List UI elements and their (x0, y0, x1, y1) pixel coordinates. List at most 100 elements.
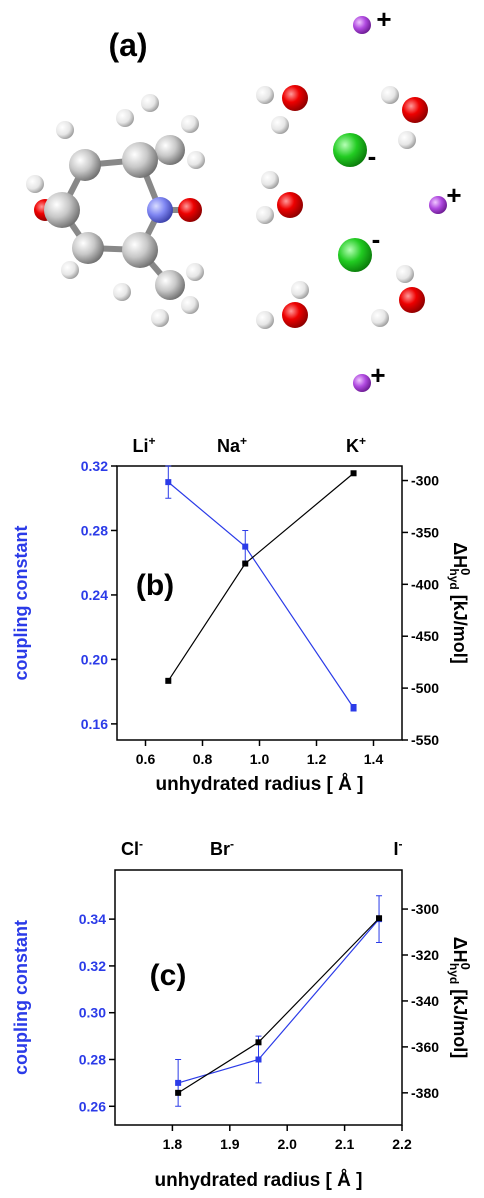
y2-tick-label: -350 (411, 524, 439, 540)
ion-charge: - (139, 837, 143, 851)
atom-h (181, 296, 199, 314)
y2-tick-label: -450 (411, 628, 439, 644)
ion-charge: - (230, 837, 234, 851)
panel-label: (a) (108, 27, 147, 63)
x-axis-label: unhydrated radius [ Å ] (156, 774, 364, 795)
y2-tick-label: -300 (411, 473, 439, 489)
ion-charge: - (399, 837, 403, 851)
y-tick-label: 0.16 (81, 716, 108, 732)
atom-c (72, 232, 104, 264)
y2-tick-label: -500 (411, 680, 439, 696)
ion-label: I- (393, 837, 402, 859)
ion-charge: + (370, 360, 385, 390)
x-tick-label: 2.0 (277, 1136, 297, 1152)
data-point (350, 470, 357, 477)
atom-h (187, 151, 205, 169)
atom-c (155, 270, 185, 300)
x-tick-label: 2.1 (335, 1136, 355, 1152)
atom-h (61, 261, 79, 279)
panel-label: (c) (150, 959, 187, 992)
ion-charge: + (446, 180, 461, 210)
y2-axis-label: ΔH0hyd [kJ/mol] (447, 937, 473, 1059)
series-line (167, 472, 354, 682)
ion-name: I (393, 839, 398, 859)
y2-tick-label: -320 (411, 947, 439, 963)
atom-c (122, 232, 158, 268)
data-point (175, 1079, 182, 1086)
atom-h (141, 94, 159, 112)
plot-frame (116, 465, 403, 741)
y2-label-unit: [kJ/mol] (450, 984, 470, 1058)
x-axis-label: unhydrated radius [ Å ] (155, 1170, 363, 1191)
y2-label-sup: 0 (458, 568, 473, 575)
x-tick-label: 1.0 (250, 751, 270, 767)
y-tick-label: 0.34 (79, 911, 106, 927)
y2-tick-label: -340 (411, 993, 439, 1009)
y2-label-sub: hyd (447, 568, 461, 589)
ion-name: K (346, 436, 359, 456)
y-tick-label: 0.20 (81, 651, 108, 667)
y-axis-label: coupling constant (11, 525, 31, 680)
ion-charge: + (148, 434, 155, 448)
data-point (242, 560, 249, 567)
series-line (177, 917, 380, 1094)
y2-tick-label: -300 (411, 901, 439, 917)
y2-label-unit: [kJ/mol] (450, 590, 470, 664)
ion-label: Li+ (132, 434, 155, 456)
ion-charge: + (359, 434, 366, 448)
data-point (175, 1089, 182, 1096)
atom-c (44, 192, 80, 228)
x-tick-label: 2.2 (392, 1136, 412, 1152)
chart: 0.6 0.8 1.0 1.2 1.4 0.16 0.20 0.24 0.28 0.32 -550 -… (11, 434, 473, 795)
x-tick-label: 1.2 (307, 751, 327, 767)
plot-frame (114, 869, 403, 1126)
ion-k (353, 374, 371, 392)
y-tick-label: 0.26 (79, 1098, 106, 1114)
atom-n (147, 197, 173, 223)
y2-label-main: ΔH (450, 937, 470, 963)
ion-charge: - (372, 224, 381, 254)
ion-label: Na+ (217, 434, 247, 456)
y2-label-sup: 0 (458, 963, 473, 970)
data-point (255, 1039, 262, 1046)
ion-k (353, 16, 371, 34)
atom-h (181, 115, 199, 133)
data-point (350, 704, 357, 711)
x-tick-label: 0.6 (136, 751, 156, 767)
y-tick-label: 0.24 (81, 587, 108, 603)
ion-name: Cl (121, 839, 139, 859)
atom-h (56, 121, 74, 139)
ion-charge: - (368, 141, 377, 171)
data-point (165, 677, 172, 684)
atom-h (113, 283, 131, 301)
ion-k (429, 196, 447, 214)
data-point (165, 479, 172, 486)
y2-axis-label: ΔH0hyd [kJ/mol] (447, 542, 473, 664)
atom-c (69, 149, 101, 181)
ion-name: Br (210, 839, 230, 859)
y2-tick-label: -360 (411, 1039, 439, 1055)
atom-o (178, 198, 202, 222)
y-tick-label: 0.28 (79, 1051, 106, 1067)
ion-charge: + (376, 4, 391, 34)
data-point (242, 543, 249, 550)
data-point (376, 915, 383, 922)
ion-name: Li (132, 436, 148, 456)
ion-charge: + (240, 434, 247, 448)
series-line (177, 918, 380, 1084)
panel-label: (b) (136, 569, 174, 602)
molecule-illustration: (a) (26, 4, 462, 392)
atom-h (26, 175, 44, 193)
chart: 1.8 1.9 2.0 2.1 2.2 0.26 0.28 0.30 0.32 0.34 -380 -… (11, 837, 473, 1191)
water (256, 85, 428, 329)
ion-cl (338, 238, 372, 272)
ion-name: Na (217, 436, 241, 456)
x-tick-label: 0.8 (193, 751, 213, 767)
ion-cl (333, 133, 367, 167)
y2-tick-label: -550 (411, 732, 439, 748)
y2-label-main: ΔH (450, 542, 470, 568)
ion-label: Cl- (121, 837, 143, 859)
atom-h (151, 309, 169, 327)
ion-label: Br- (210, 837, 234, 859)
